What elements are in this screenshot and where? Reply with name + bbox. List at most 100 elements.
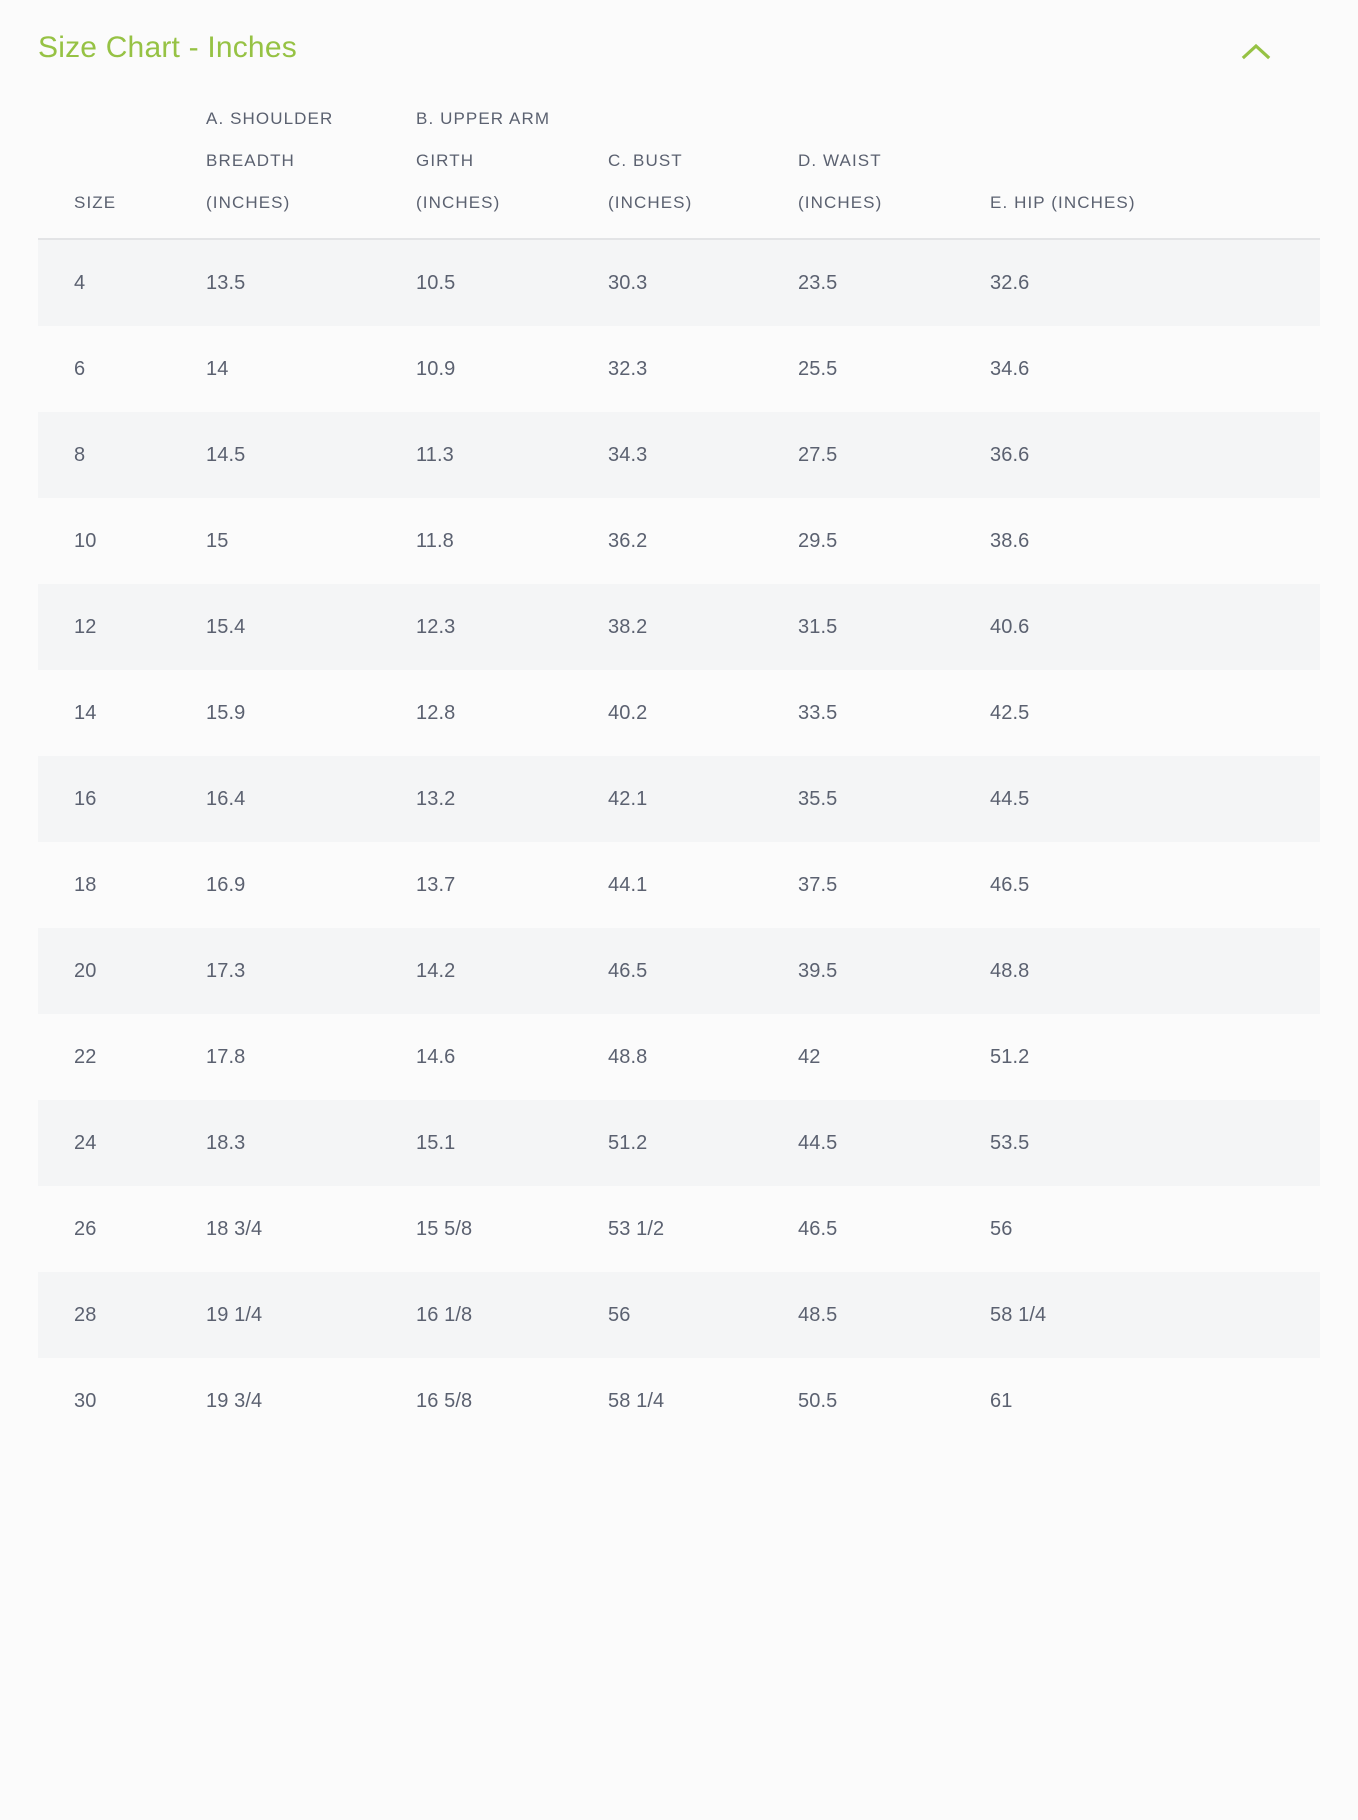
cell-hip: 32.6 — [990, 272, 1030, 294]
cell-shoulder-breadth: 13.5 — [206, 272, 246, 294]
cell-waist: 35.5 — [798, 788, 838, 810]
cell-waist: 27.5 — [798, 444, 838, 466]
table-row: 24 18.3 15.1 51.2 44.5 53.5 — [38, 1100, 1320, 1186]
cell-shoulder-breadth: 17.8 — [206, 1046, 246, 1068]
cell-upper-arm-girth: 12.8 — [416, 702, 456, 724]
cell-upper-arm-girth: 11.3 — [416, 444, 454, 466]
cell-shoulder-breadth: 17.3 — [206, 960, 246, 982]
cell-waist: 42 — [798, 1046, 821, 1068]
collapse-toggle-button[interactable] — [1236, 32, 1276, 72]
table-body: 4 13.5 10.5 30.3 23.5 32.6 6 14 10.9 32.3 25.5 34.6… — [38, 239, 1320, 1444]
cell-waist: 23.5 — [798, 272, 838, 294]
cell-shoulder-breadth: 15.4 — [206, 616, 246, 638]
cell-size: 22 — [74, 1046, 97, 1068]
cell-upper-arm-girth: 13.7 — [416, 874, 456, 896]
cell-hip: 53.5 — [990, 1132, 1030, 1154]
cell-size: 6 — [74, 358, 86, 380]
cell-waist: 48.5 — [798, 1304, 838, 1326]
cell-bust: 30.3 — [608, 272, 648, 294]
cell-bust: 42.1 — [608, 788, 648, 810]
table-row: 20 17.3 14.2 46.5 39.5 48.8 — [38, 928, 1320, 1014]
cell-waist: 44.5 — [798, 1132, 838, 1154]
column-header-waist: D. WAIST (INCHES) — [798, 151, 883, 212]
table-row: 18 16.9 13.7 44.1 37.5 46.5 — [38, 842, 1320, 928]
table-row: 16 16.4 13.2 42.1 35.5 44.5 — [38, 756, 1320, 842]
cell-size: 4 — [74, 272, 86, 294]
table-row: 4 13.5 10.5 30.3 23.5 32.6 — [38, 239, 1320, 326]
cell-bust: 48.8 — [608, 1046, 648, 1068]
cell-bust: 38.2 — [608, 616, 648, 638]
cell-waist: 31.5 — [798, 616, 838, 638]
cell-hip: 36.6 — [990, 444, 1030, 466]
cell-bust: 36.2 — [608, 530, 648, 552]
cell-upper-arm-girth: 14.6 — [416, 1046, 456, 1068]
cell-size: 10 — [74, 530, 97, 552]
cell-hip: 56 — [990, 1218, 1013, 1240]
cell-size: 28 — [74, 1304, 97, 1326]
cell-waist: 39.5 — [798, 960, 838, 982]
cell-hip: 61 — [990, 1390, 1013, 1412]
cell-hip: 42.5 — [990, 702, 1030, 724]
cell-size: 26 — [74, 1218, 97, 1240]
cell-hip: 51.2 — [990, 1046, 1030, 1068]
cell-size: 18 — [74, 874, 97, 896]
chevron-up-icon — [1241, 42, 1271, 62]
cell-bust: 40.2 — [608, 702, 648, 724]
cell-bust: 46.5 — [608, 960, 648, 982]
column-header-shoulder-breadth: A. SHOULDER BREADTH (INCHES) — [206, 109, 334, 212]
cell-hip: 46.5 — [990, 874, 1030, 896]
cell-waist: 29.5 — [798, 530, 838, 552]
cell-size: 20 — [74, 960, 97, 982]
table-row: 14 15.9 12.8 40.2 33.5 42.5 — [38, 670, 1320, 756]
cell-bust: 32.3 — [608, 358, 648, 380]
cell-hip: 48.8 — [990, 960, 1030, 982]
cell-shoulder-breadth: 15.9 — [206, 702, 246, 724]
cell-hip: 44.5 — [990, 788, 1030, 810]
cell-upper-arm-girth: 10.9 — [416, 358, 456, 380]
cell-bust: 51.2 — [608, 1132, 648, 1154]
cell-shoulder-breadth: 18.3 — [206, 1132, 246, 1154]
cell-upper-arm-girth: 10.5 — [416, 272, 456, 294]
cell-size: 14 — [74, 702, 97, 724]
cell-upper-arm-girth: 11.8 — [416, 530, 454, 552]
cell-waist: 33.5 — [798, 702, 838, 724]
cell-upper-arm-girth: 15 5/8 — [416, 1218, 473, 1240]
cell-hip: 40.6 — [990, 616, 1030, 638]
table-row: 8 14.5 11.3 34.3 27.5 36.6 — [38, 412, 1320, 498]
cell-hip: 38.6 — [990, 530, 1030, 552]
table-row: 22 17.8 14.6 48.8 42 51.2 — [38, 1014, 1320, 1100]
cell-size: 8 — [74, 444, 86, 466]
size-table-container: SIZE A. SHOULDER BREADTH (INCHES) B. UPP… — [0, 98, 1358, 1444]
cell-hip: 58 1/4 — [990, 1304, 1047, 1326]
column-header-hip: E. HIP (INCHES) — [990, 193, 1136, 212]
table-row: 30 19 3/4 16 5/8 58 1/4 50.5 61 — [38, 1358, 1320, 1444]
cell-shoulder-breadth: 18 3/4 — [206, 1218, 263, 1240]
cell-shoulder-breadth: 14.5 — [206, 444, 246, 466]
column-header-size: SIZE — [74, 193, 117, 212]
page-title: Size Chart - Inches — [38, 31, 297, 64]
column-header-bust: C. BUST (INCHES) — [608, 151, 693, 212]
table-row: 12 15.4 12.3 38.2 31.5 40.6 — [38, 584, 1320, 670]
table-header-row: SIZE A. SHOULDER BREADTH (INCHES) B. UPP… — [38, 98, 1320, 239]
table-row: 6 14 10.9 32.3 25.5 34.6 — [38, 326, 1320, 412]
cell-upper-arm-girth: 13.2 — [416, 788, 456, 810]
cell-size: 30 — [74, 1390, 97, 1412]
cell-bust: 34.3 — [608, 444, 648, 466]
cell-hip: 34.6 — [990, 358, 1030, 380]
cell-upper-arm-girth: 16 1/8 — [416, 1304, 473, 1326]
cell-shoulder-breadth: 15 — [206, 530, 229, 552]
cell-bust: 56 — [608, 1304, 631, 1326]
cell-shoulder-breadth: 19 3/4 — [206, 1390, 263, 1412]
cell-shoulder-breadth: 16.9 — [206, 874, 246, 896]
cell-waist: 46.5 — [798, 1218, 838, 1240]
cell-waist: 37.5 — [798, 874, 838, 896]
cell-waist: 50.5 — [798, 1390, 838, 1412]
cell-size: 16 — [74, 788, 97, 810]
cell-shoulder-breadth: 19 1/4 — [206, 1304, 263, 1326]
cell-size: 24 — [74, 1132, 97, 1154]
panel-header: Size Chart - Inches — [0, 0, 1358, 72]
cell-upper-arm-girth: 16 5/8 — [416, 1390, 473, 1412]
cell-bust: 44.1 — [608, 874, 648, 896]
cell-shoulder-breadth: 14 — [206, 358, 229, 380]
